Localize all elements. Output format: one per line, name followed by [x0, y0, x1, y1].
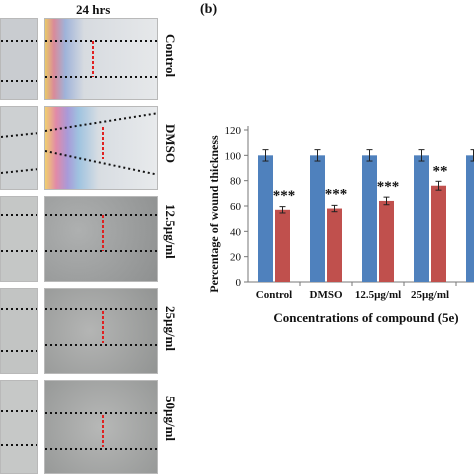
y-tick-label: 20	[230, 252, 242, 264]
micrograph-50-0h	[0, 380, 38, 474]
x-tick-label: 12.5µg/ml	[355, 289, 401, 301]
row-label-control: Control	[163, 34, 178, 78]
y-tick-label: 120	[225, 125, 242, 137]
bar	[327, 208, 342, 282]
chart-bars	[258, 149, 474, 282]
row-label-25: 25µg/ml	[163, 306, 178, 352]
micrograph-25-0h	[0, 288, 38, 374]
wound-thickness-chart: 0 20 40 60 80 100 120 *** Control *** DMSO *** 12.5µ…	[207, 125, 474, 325]
y-tick-label: 60	[230, 201, 242, 213]
micrograph-12-5-0h	[0, 196, 38, 282]
micrograph-25-24h	[44, 288, 158, 374]
bar	[431, 185, 446, 282]
micrograph-50-24h	[44, 380, 158, 474]
micrograph-dmso-0h	[0, 106, 38, 190]
bar	[362, 155, 377, 282]
bar	[466, 155, 474, 282]
x-tick-label: Control	[256, 289, 292, 301]
x-axis-title: Concentrations of compound (5e)	[273, 310, 458, 325]
y-tick-label: 40	[230, 226, 242, 238]
significance-label: ***	[273, 188, 296, 204]
significance-label: ***	[325, 187, 348, 203]
x-tick-label: DMSO	[310, 289, 343, 301]
row-label-12-5: 12.5µg/ml	[163, 204, 178, 259]
micrograph-control-24h	[44, 18, 158, 100]
panel-b-label: (b)	[200, 2, 218, 17]
y-tick-label: 100	[225, 150, 242, 162]
x-tick-label: 25µg/ml	[411, 289, 449, 301]
chart-labels: 0 20 40 60 80 100 120 *** Control *** DMSO *** 12.5µ…	[207, 125, 459, 325]
y-tick-label: 0	[236, 277, 242, 289]
bar	[275, 209, 290, 282]
micrograph-12-5-24h	[44, 196, 158, 282]
bar	[258, 155, 273, 282]
significance-label: **	[433, 164, 448, 180]
row-label-50: 50µg/ml	[163, 396, 178, 442]
y-tick-label: 80	[230, 176, 242, 188]
column-header: 24 hrs	[76, 2, 111, 17]
micrograph-control-0h	[0, 18, 38, 100]
micrograph-dmso-24h	[44, 106, 158, 190]
significance-label: ***	[377, 179, 400, 195]
bar	[310, 155, 325, 282]
bar	[379, 200, 394, 282]
bar	[414, 155, 429, 282]
y-axis-title: Percentage of wound thickness	[207, 135, 221, 293]
row-label-dmso: DMSO	[163, 124, 178, 163]
